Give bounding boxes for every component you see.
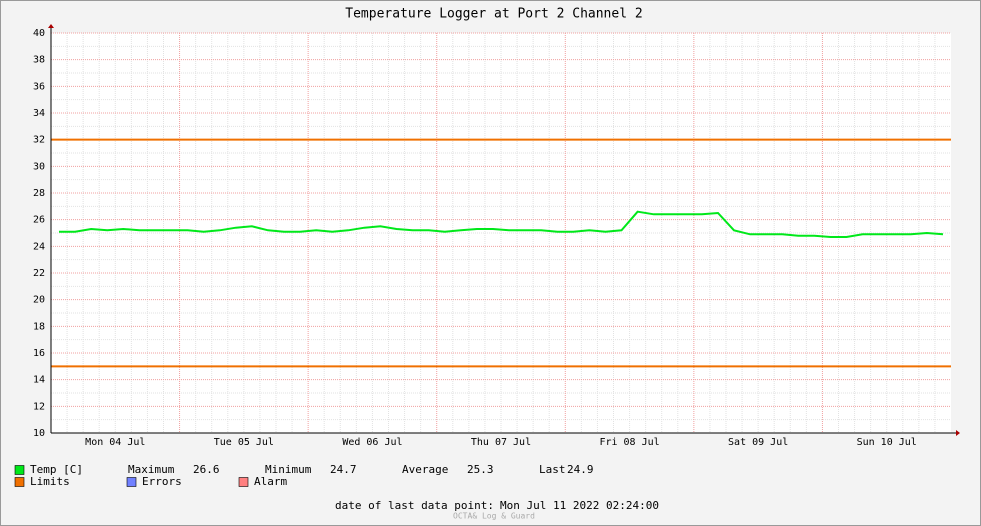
stat-label: Last xyxy=(539,463,566,476)
stat-value: 25.3 xyxy=(467,463,494,476)
y-tick-label: 14 xyxy=(33,375,45,386)
footer-label: date of last data point: xyxy=(335,499,494,512)
legend-swatch xyxy=(14,465,25,475)
y-tick-label: 24 xyxy=(33,241,45,252)
y-tick-label: 12 xyxy=(33,401,45,412)
legend-swatch xyxy=(126,477,137,487)
stat-label: Maximum xyxy=(128,463,175,476)
y-tick-label: 20 xyxy=(33,295,45,306)
y-tick-label: 16 xyxy=(33,348,45,359)
y-arrow xyxy=(48,24,54,28)
marks xyxy=(51,138,951,368)
y-tick-label: 26 xyxy=(33,215,45,226)
y-tick-label: 10 xyxy=(33,428,45,439)
x-tick-label: Tue 05 Jul xyxy=(214,437,274,448)
temp-line xyxy=(59,210,944,238)
legend-label: Errors xyxy=(142,475,182,488)
footer-date: Mon Jul 11 2022 02:24:00 xyxy=(500,499,659,512)
stat-value: 24.9 xyxy=(567,463,594,476)
y-tick-label: 40 xyxy=(33,28,45,39)
x-tick-label: Wed 06 Jul xyxy=(342,437,402,448)
y-tick-label: 18 xyxy=(33,321,45,332)
stat-value: 24.7 xyxy=(330,463,357,476)
x-tick-label: Fri 08 Jul xyxy=(599,437,659,448)
y-tick-label: 36 xyxy=(33,81,45,92)
x-arrow xyxy=(956,430,960,436)
y-tick-label: 22 xyxy=(33,268,45,279)
y-tick-label: 38 xyxy=(33,55,45,66)
legend-swatch xyxy=(14,477,25,487)
chart-title: Temperature Logger at Port 2 Channel 2 xyxy=(345,7,642,22)
stat-label: Minimum xyxy=(265,463,312,476)
legend-label: Alarm xyxy=(254,475,287,488)
legend-label: Limits xyxy=(30,475,70,488)
watermark: OCTA& Log & Guard xyxy=(453,512,535,521)
x-tick-label: Thu 07 Jul xyxy=(471,437,531,448)
legend-swatch xyxy=(238,477,249,487)
stat-value: 26.6 xyxy=(193,463,220,476)
legend-label: Temp [C] xyxy=(30,463,83,476)
x-tick-label: Sun 10 Jul xyxy=(857,437,917,448)
x-tick-label: Mon 04 Jul xyxy=(85,437,145,448)
y-tick-label: 32 xyxy=(33,135,45,146)
x-tick-label: Sat 09 Jul xyxy=(728,437,788,448)
y-tick-label: 28 xyxy=(33,188,45,199)
y-tick-label: 30 xyxy=(33,161,45,172)
stat-label: Average xyxy=(402,463,448,476)
y-tick-label: 34 xyxy=(33,108,45,119)
grid xyxy=(51,32,951,434)
